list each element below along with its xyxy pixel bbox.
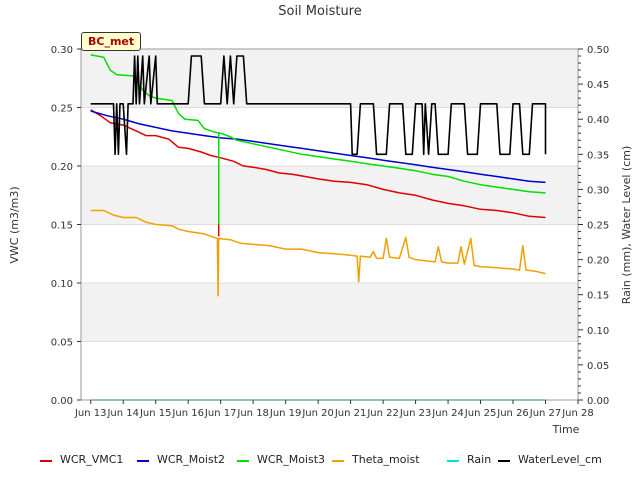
x-tick-label: Jun 27 xyxy=(529,408,562,419)
x-tick-label: Jun 18 xyxy=(236,408,269,419)
plot-band xyxy=(81,49,578,108)
legend-swatch xyxy=(137,460,149,462)
plot-band xyxy=(81,283,578,342)
x-tick-label: Jun 17 xyxy=(204,408,237,419)
x-axis-label: Time xyxy=(552,423,580,436)
y2-tick-label: 0.45 xyxy=(587,80,609,91)
legend-label: WaterLevel_cm xyxy=(518,453,602,466)
y-tick-label: 0.20 xyxy=(51,162,73,173)
x-tick-label: Jun 20 xyxy=(301,408,334,419)
legend-label: Theta_moist xyxy=(352,453,420,466)
y2-tick-label: 0.00 xyxy=(587,396,609,407)
y2-tick-label: 0.25 xyxy=(587,221,609,232)
legend-swatch xyxy=(40,460,52,462)
legend-label: WCR_Moist2 xyxy=(157,453,226,466)
x-tick-label: Jun 14 xyxy=(106,408,139,419)
legend-label: WCR_VMC1 xyxy=(60,453,124,466)
series-line-wcr-moist3 xyxy=(90,54,546,194)
legend-label: Rain xyxy=(467,453,492,466)
y2-tick-label: 0.40 xyxy=(587,115,609,126)
y2-tick-label: 0.50 xyxy=(587,45,609,56)
chart-legend: WCR_VMC1 WCR_Moist2 WCR_Moist3 Theta_moist R… xyxy=(0,452,640,470)
y2-axis-label: Rain (mm), Water Level (cm) xyxy=(620,146,633,305)
y-axis-ticks: 0.00 0.05 0.10 0.15 0.20 0.25 0.30 xyxy=(51,45,81,407)
series-line-wcr-vmc1 xyxy=(90,109,546,219)
y-tick-label: 0.10 xyxy=(51,279,73,290)
y2-tick-label: 0.30 xyxy=(587,185,609,196)
legend-swatch xyxy=(332,460,344,462)
y2-tick-label: 0.20 xyxy=(587,256,609,267)
legend-swatch xyxy=(237,460,249,462)
legend-swatch xyxy=(498,460,510,462)
y2-tick-label: 0.35 xyxy=(587,150,609,161)
legend-label: WCR_Moist3 xyxy=(257,453,326,466)
station-badge: BC_met xyxy=(81,32,142,51)
y-axis-label: VWC (m3/m3) xyxy=(8,186,21,263)
y-tick-label: 0.15 xyxy=(51,221,73,232)
x-tick-label: Jun 28 xyxy=(561,408,594,419)
x-tick-label: Jun 19 xyxy=(269,408,302,419)
x-tick-label: Jun 13 xyxy=(74,408,107,419)
y2-tick-label: 0.10 xyxy=(587,326,609,337)
x-tick-label: Jun 24 xyxy=(431,408,464,419)
y2-tick-label: 0.05 xyxy=(587,361,609,372)
series-line-waterlevel-cm xyxy=(90,55,547,156)
x-tick-label: Jun 26 xyxy=(496,408,529,419)
y-tick-label: 0.25 xyxy=(51,104,73,115)
chart-title: Soil Moisture xyxy=(278,4,362,19)
legend-swatch xyxy=(447,460,459,462)
y2-tick-label: 0.15 xyxy=(587,291,609,302)
x-tick-label: Jun 16 xyxy=(171,408,204,419)
x-tick-label: Jun 15 xyxy=(139,408,172,419)
x-tick-label: Jun 25 xyxy=(464,408,497,419)
y-tick-label: 0.00 xyxy=(51,396,73,407)
x-tick-label: Jun 23 xyxy=(399,408,432,419)
x-tick-label: Jun 21 xyxy=(334,408,367,419)
y-tick-label: 0.30 xyxy=(51,45,73,56)
x-axis-ticks: Jun 13 Jun 14 Jun 15 Jun 16 Jun 17 Jun 18 Jun … xyxy=(74,400,594,419)
series-line-wcr-moist2 xyxy=(90,110,546,184)
series-line-theta-moist xyxy=(90,209,546,297)
x-tick-label: Jun 22 xyxy=(366,408,399,419)
y2-axis-ticks: 0.00 0.05 0.10 0.15 0.20 0.25 0.30 0.35 0.40 0.45… xyxy=(578,45,609,407)
plot-band xyxy=(81,166,578,225)
y-tick-label: 0.05 xyxy=(51,338,73,349)
